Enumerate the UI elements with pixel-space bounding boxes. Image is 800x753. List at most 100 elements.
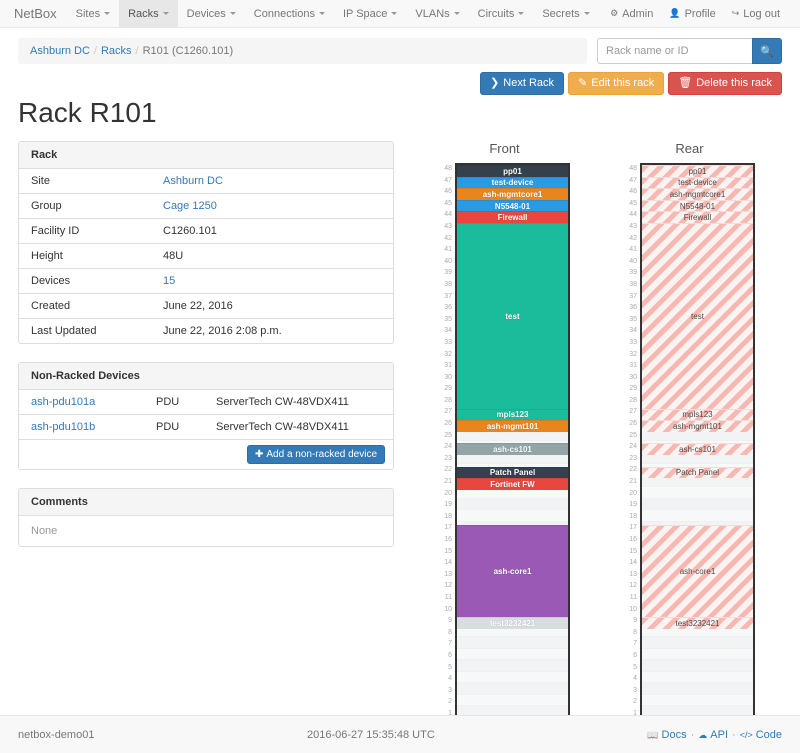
rack-unit-slot-5[interactable] — [642, 660, 753, 672]
rear-device-test[interactable]: test — [642, 223, 753, 409]
rack-unit-slot-19[interactable] — [642, 498, 753, 511]
rear-device-test-device[interactable]: test-device — [642, 176, 753, 189]
nonracked-devices-panel: Non-Racked Devices ash-pdu101a PDU ServerT… — [18, 362, 394, 470]
rack-unit-slot-25[interactable] — [642, 429, 753, 442]
nav-item-connections[interactable]: Connections — [245, 0, 334, 27]
rack-unit-slot-5[interactable] — [457, 660, 568, 672]
rear-device-pp01[interactable]: pp01 — [642, 165, 753, 177]
nav-item-profile[interactable]: 👤 Profile — [661, 0, 723, 27]
front-device-patch-panel[interactable]: Patch Panel — [457, 466, 568, 479]
rack-unit-slot-25[interactable] — [457, 429, 568, 442]
brand-logo[interactable]: NetBox — [14, 6, 57, 21]
rack-unit-slot-21[interactable] — [642, 475, 753, 488]
footer-link-api[interactable]: ☁ API — [698, 729, 728, 741]
rack-field-link[interactable]: Ashburn DC — [163, 175, 223, 187]
logout-icon: ↪ — [731, 8, 740, 18]
rear-device-n5548-01[interactable]: N5548-01 — [642, 199, 753, 212]
search-button[interactable]: 🔍 — [752, 38, 782, 64]
front-device-fortinet-fw[interactable]: Fortinet FW — [457, 478, 568, 490]
rack-unit-slot-7[interactable] — [642, 637, 753, 649]
unit-number-22: 22 — [444, 466, 452, 474]
rack-unit-slot-6[interactable] — [457, 648, 568, 661]
chevron-down-icon — [162, 12, 169, 15]
nonracked-device-name[interactable]: ash-pdu101b — [19, 414, 144, 439]
next-rack-button[interactable]: ❯ Next Rack — [480, 72, 565, 95]
breadcrumb-site[interactable]: Ashburn DC — [30, 45, 90, 57]
rack-unit-slot-6[interactable] — [642, 648, 753, 661]
nav-item-ip-space[interactable]: IP Space — [334, 0, 406, 27]
rack-unit-slot-8[interactable] — [457, 625, 568, 638]
rack-field-value[interactable]: 15 — [151, 268, 393, 294]
nav-item-admin[interactable]: ⚙ Admin — [602, 0, 661, 27]
nav-item-label: Circuits — [477, 7, 515, 20]
edit-this-rack-button[interactable]: ✎ Edit this rack — [568, 72, 665, 95]
rear-device-ash-mgmt101[interactable]: ash-mgmt101 — [642, 420, 753, 432]
front-device-n5548-01[interactable]: N5548-01 — [457, 199, 568, 212]
search-input[interactable] — [597, 38, 752, 64]
nonracked-device-link[interactable]: ash-pdu101b — [31, 421, 96, 433]
rack-unit-slot-20[interactable] — [457, 487, 568, 499]
unit-number-40: 40 — [444, 257, 452, 265]
nav-item-secrets[interactable]: Secrets — [533, 0, 598, 27]
rear-device-mpls123[interactable]: mpls123 — [642, 408, 753, 421]
rack-field-label: Devices — [19, 268, 151, 294]
rack-unit-slot-2[interactable] — [457, 694, 568, 707]
nav-item-racks[interactable]: Racks — [119, 0, 178, 27]
footer-separator: · — [732, 728, 736, 741]
front-device-ash-core1[interactable]: ash-core1 — [457, 524, 568, 618]
front-device-ash-mgmtcore1[interactable]: ash-mgmtcore1 — [457, 188, 568, 200]
nonracked-device-link[interactable]: ash-pdu101a — [31, 396, 96, 408]
rack-unit-slot-19[interactable] — [457, 498, 568, 511]
rear-device-firewall[interactable]: Firewall — [642, 211, 753, 223]
rack-unit-slot-2[interactable] — [642, 694, 753, 707]
rack-unit-slot-20[interactable] — [642, 487, 753, 499]
front-device-ash-mgmt101[interactable]: ash-mgmt101 — [457, 420, 568, 432]
rack-unit-slot-18[interactable] — [457, 510, 568, 522]
rack-unit-slot-7[interactable] — [457, 637, 568, 649]
rear-device-test3232421[interactable]: test3232421 — [642, 617, 753, 629]
front-device-test-device[interactable]: test-device — [457, 176, 568, 189]
unit-number-5: 5 — [448, 663, 452, 671]
front-device-test3232421[interactable]: test3232421 — [457, 617, 568, 629]
breadcrumb-racks[interactable]: Racks — [100, 45, 132, 57]
rack-field-value[interactable]: Ashburn DC — [151, 169, 393, 194]
rack-unit-slot-8[interactable] — [642, 625, 753, 638]
rear-device-ash-core1[interactable]: ash-core1 — [642, 524, 753, 618]
rack-unit-slot-23[interactable] — [642, 452, 753, 465]
rack-unit-slot-23[interactable] — [457, 452, 568, 465]
rack-field-link[interactable]: Cage 1250 — [163, 200, 217, 212]
rack-unit-slot-18[interactable] — [642, 510, 753, 522]
unit-number-46: 46 — [444, 188, 452, 196]
nav-item-vlans[interactable]: VLANs — [406, 0, 468, 27]
front-device-pp01[interactable]: pp01 — [457, 165, 568, 177]
device-label: mpls123 — [682, 410, 713, 420]
nav-item-circuits[interactable]: Circuits — [469, 0, 534, 27]
rear-device-ash-mgmtcore1[interactable]: ash-mgmtcore1 — [642, 188, 753, 200]
rack-unit-slot-4[interactable] — [642, 671, 753, 684]
delete-this-rack-button[interactable]: 🗑 Delete this rack — [668, 72, 782, 95]
footer-link-docs[interactable]: 📖 Docs — [647, 729, 686, 741]
nav-item-devices[interactable]: Devices — [178, 0, 245, 27]
rack-field-value[interactable]: Cage 1250 — [151, 193, 393, 219]
unit-number-29: 29 — [629, 385, 637, 393]
nav-item-sites[interactable]: Sites — [67, 0, 119, 27]
front-device-mpls123[interactable]: mpls123 — [457, 408, 568, 421]
rack-unit-slot-3[interactable] — [457, 683, 568, 695]
unit-number-11: 11 — [444, 593, 452, 601]
front-device-firewall[interactable]: Firewall — [457, 211, 568, 223]
rack-unit-slot-3[interactable] — [642, 683, 753, 695]
front-device-test[interactable]: test — [457, 223, 568, 409]
rack-unit-slot-4[interactable] — [457, 671, 568, 684]
rear-device-patch-panel[interactable]: Patch Panel — [642, 466, 753, 479]
nav-item-log-out[interactable]: ↪ Log out — [724, 0, 788, 27]
unit-number-28: 28 — [444, 396, 452, 404]
nonracked-device-name[interactable]: ash-pdu101a — [19, 390, 144, 415]
rack-field-link[interactable]: 15 — [163, 275, 176, 287]
rear-device-ash-cs101[interactable]: ash-cs101 — [642, 443, 753, 455]
add-nonracked-device-button[interactable]: ✚ Add a non-racked device — [246, 445, 385, 464]
footer-link-code[interactable]: </> Code — [740, 729, 782, 741]
front-device-ash-cs101[interactable]: ash-cs101 — [457, 443, 568, 455]
unit-number-18: 18 — [629, 512, 637, 520]
device-label: N5548-01 — [494, 201, 531, 211]
unit-number-26: 26 — [444, 420, 452, 428]
